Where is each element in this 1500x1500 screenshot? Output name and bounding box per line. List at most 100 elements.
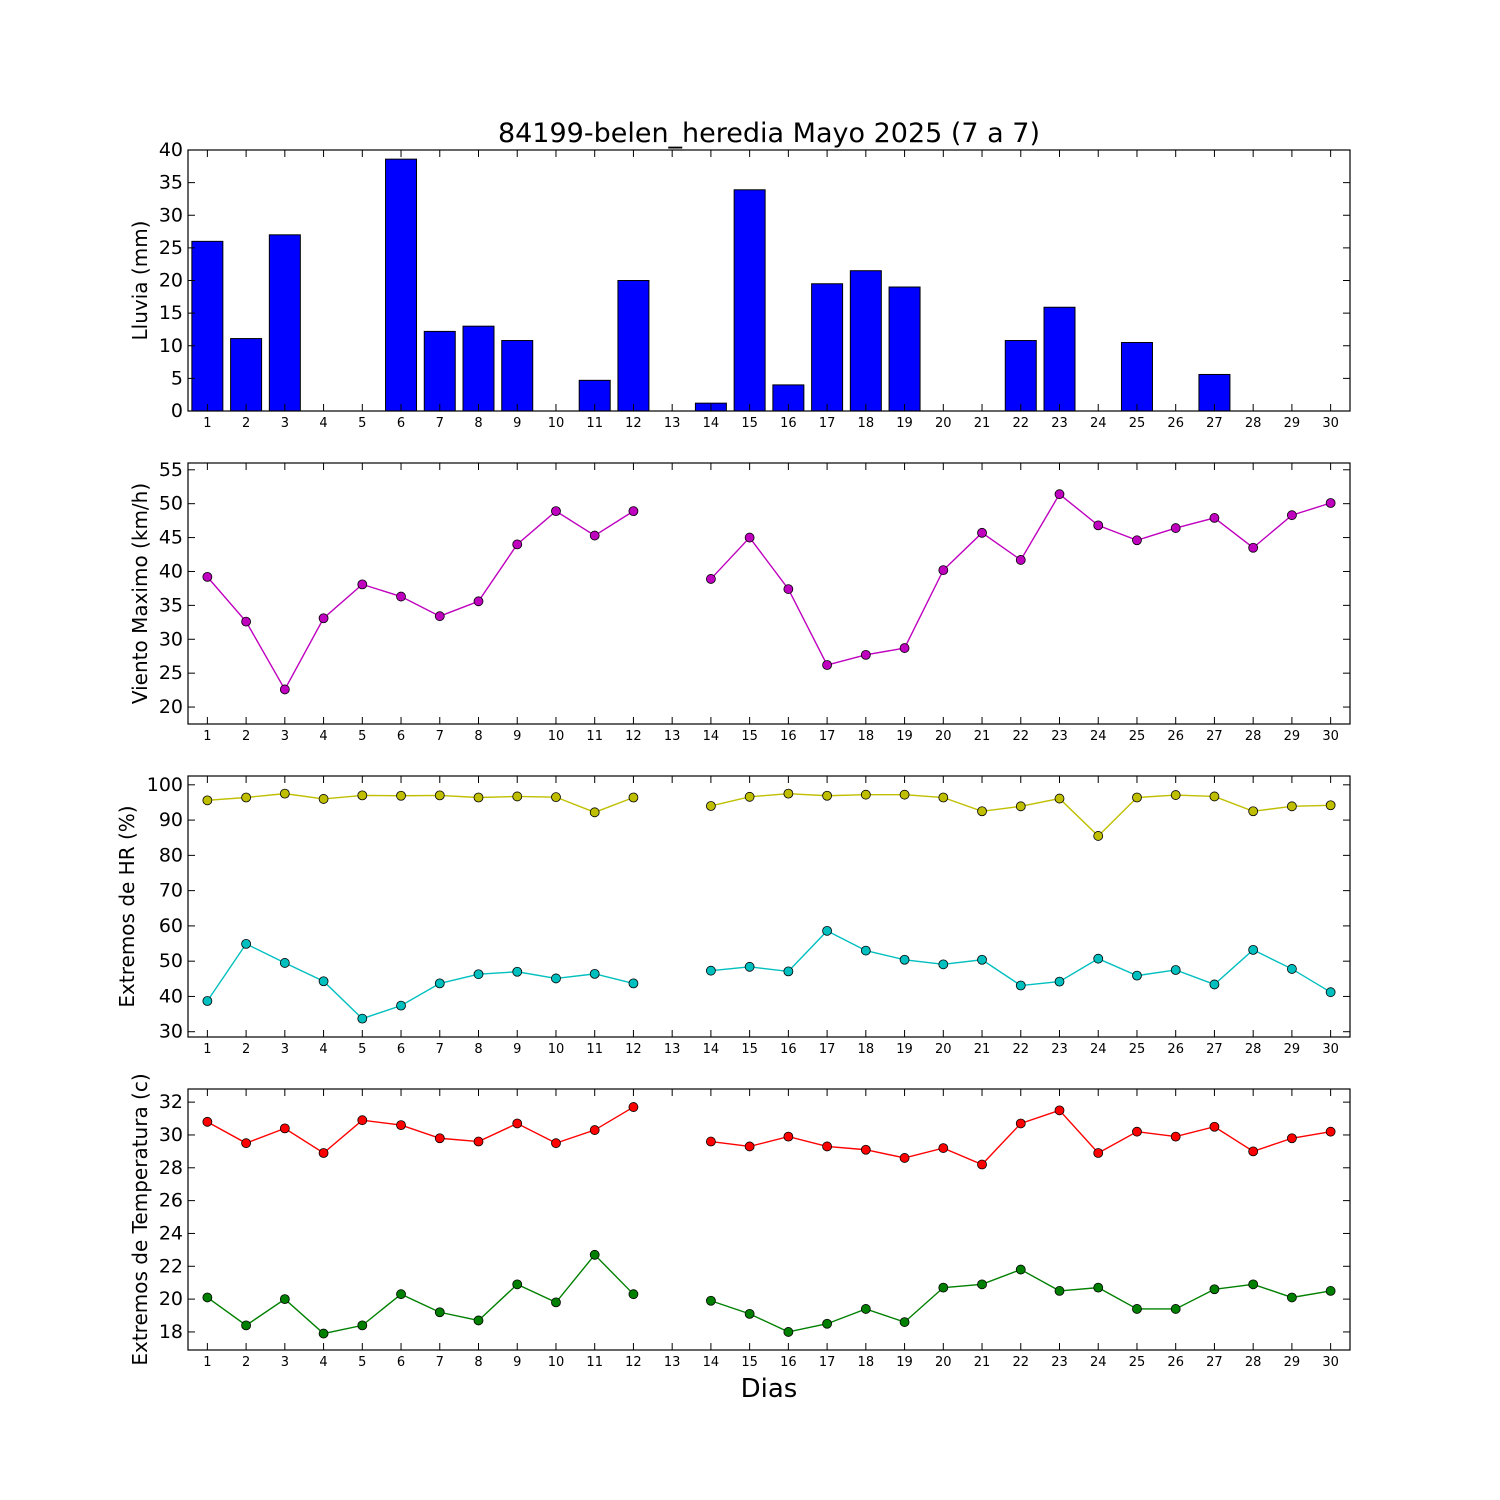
point-temperatura-series-1-day-3 (279, 1294, 290, 1305)
x-tick-label-temperatura-20: 20 (935, 1355, 952, 1370)
x-tick-label-viento-4: 4 (319, 729, 327, 744)
point-temperatura-series-1-day-16 (783, 1327, 794, 1337)
point-viento-series-0-day-9 (512, 539, 523, 550)
x-tick-label-viento-25: 25 (1129, 729, 1146, 744)
x-tick-label-viento-15: 15 (741, 729, 758, 744)
y-tick-label-lluvia-5: 5 (171, 367, 183, 389)
point-temperatura-series-1-day-29 (1287, 1292, 1297, 1303)
x-tick-label-lluvia-13: 13 (664, 416, 681, 431)
x-tick-label-hr-20: 20 (935, 1042, 952, 1057)
x-tick-label-lluvia-8: 8 (474, 416, 482, 431)
y-tick-label-viento-20: 20 (159, 696, 183, 718)
y-tick-label-hr-30: 30 (159, 1021, 183, 1043)
x-tick-label-hr-29: 29 (1284, 1042, 1301, 1057)
point-temperatura-series-1-day-5 (357, 1320, 368, 1331)
x-tick-label-hr-27: 27 (1206, 1042, 1223, 1057)
panel-lluvia: 1 2 3 4 5 6 7 8 9 10 11 12 13 14 15 16 17 18 19 20 21 22 23 24 2… (128, 139, 1351, 431)
panel-temperatura: 1 2 3 4 5 6 7 8 9 10 11 12 13 14 15 16 17 18 19 20 21 22 23 24 2… (128, 1073, 1351, 1370)
point-temperatura-series-0-day-12 (628, 1102, 639, 1112)
y-tick-label-lluvia-30: 30 (159, 204, 183, 226)
x-tick-label-viento-24: 24 (1090, 729, 1107, 744)
x-tick-label-lluvia-5: 5 (358, 416, 366, 431)
x-tick-label-hr-15: 15 (741, 1042, 758, 1057)
y-tick-label-lluvia-25: 25 (159, 237, 183, 259)
y-tick-label-hr-70: 70 (159, 880, 183, 902)
y-tick-label-lluvia-35: 35 (159, 172, 183, 194)
bar-lluvia-day-25 (1120, 341, 1153, 412)
point-temperatura-series-1-day-10 (551, 1297, 561, 1308)
point-hr-series-1-day-20 (938, 959, 949, 970)
x-tick-label-hr-14: 14 (703, 1042, 720, 1057)
point-viento-series-0-day-14 (706, 574, 716, 584)
point-hr-series-1-day-23 (1054, 976, 1065, 987)
x-tick-label-hr-10: 10 (548, 1042, 565, 1057)
y-tick-label-viento-40: 40 (159, 560, 183, 582)
x-tick-label-lluvia-11: 11 (586, 416, 603, 431)
x-tick-label-temperatura-13: 13 (664, 1355, 681, 1370)
point-temperatura-series-0-day-15 (744, 1141, 755, 1152)
point-temperatura-series-1-day-27 (1209, 1284, 1220, 1295)
x-tick-label-viento-18: 18 (858, 729, 875, 744)
point-temperatura-series-0-day-20 (938, 1143, 949, 1153)
point-hr-series-0-day-19 (899, 789, 910, 800)
x-tick-label-hr-11: 11 (586, 1042, 603, 1057)
point-hr-series-1-day-29 (1287, 964, 1297, 974)
point-hr-series-1-day-25 (1132, 970, 1142, 981)
point-temperatura-series-0-day-29 (1287, 1133, 1297, 1144)
point-viento-series-0-day-23 (1054, 489, 1065, 500)
point-hr-series-1-day-30 (1325, 987, 1336, 998)
bar-lluvia-day-6 (385, 158, 418, 412)
y-tick-label-lluvia-10: 10 (159, 335, 183, 357)
bar-lluvia-day-22 (1004, 340, 1037, 412)
x-tick-label-hr-16: 16 (780, 1042, 797, 1057)
x-tick-label-temperatura-26: 26 (1167, 1355, 1184, 1370)
point-hr-series-0-day-5 (357, 790, 368, 801)
point-temperatura-series-1-day-22 (1015, 1264, 1026, 1275)
point-hr-series-0-day-20 (938, 792, 949, 803)
point-hr-series-0-day-17 (822, 790, 832, 801)
point-temperatura-series-1-day-18 (860, 1304, 871, 1314)
x-tick-label-lluvia-7: 7 (436, 416, 444, 431)
point-hr-series-0-day-10 (551, 792, 561, 803)
x-tick-label-viento-30: 30 (1322, 729, 1339, 744)
point-hr-series-0-day-8 (473, 792, 484, 803)
point-viento-series-0-day-11 (589, 530, 600, 541)
x-tick-label-temperatura-17: 17 (819, 1355, 836, 1370)
point-hr-series-1-day-4 (318, 976, 329, 987)
x-tick-label-temperatura-3: 3 (281, 1355, 289, 1370)
y-tick-label-hr-90: 90 (159, 809, 183, 831)
point-hr-series-1-day-19 (899, 954, 910, 965)
point-temperatura-series-0-day-30 (1325, 1126, 1336, 1137)
point-temperatura-series-1-day-17 (822, 1318, 832, 1329)
point-hr-series-1-day-3 (279, 958, 290, 968)
x-axis-label: Dias (741, 1374, 798, 1404)
x-tick-label-hr-23: 23 (1051, 1042, 1068, 1057)
x-tick-label-hr-6: 6 (397, 1042, 405, 1057)
x-tick-label-hr-4: 4 (319, 1042, 327, 1057)
point-viento-series-0-day-29 (1287, 510, 1297, 521)
y-tick-label-viento-30: 30 (159, 628, 183, 650)
point-hr-series-0-day-28 (1248, 806, 1259, 817)
bar-lluvia-day-23 (1043, 306, 1076, 412)
x-tick-label-temperatura-14: 14 (703, 1355, 720, 1370)
x-tick-label-temperatura-16: 16 (780, 1355, 797, 1370)
point-temperatura-series-1-day-4 (318, 1328, 329, 1339)
x-tick-label-temperatura-4: 4 (319, 1355, 327, 1370)
point-temperatura-series-1-day-2 (241, 1320, 252, 1331)
point-hr-series-1-day-1 (202, 996, 213, 1006)
point-hr-series-1-day-17 (822, 925, 832, 936)
x-tick-label-lluvia-29: 29 (1284, 416, 1301, 431)
x-tick-label-temperatura-15: 15 (741, 1355, 758, 1370)
x-tick-label-lluvia-17: 17 (819, 416, 836, 431)
y-tick-label-lluvia-20: 20 (159, 270, 183, 292)
point-viento-series-0-day-28 (1248, 542, 1259, 553)
point-temperatura-series-0-day-24 (1093, 1148, 1104, 1158)
x-tick-label-temperatura-21: 21 (974, 1355, 991, 1370)
plot-frame-temperatura (187, 1088, 1351, 1351)
point-viento-series-0-day-3 (279, 684, 290, 695)
x-tick-label-lluvia-30: 30 (1322, 416, 1339, 431)
point-temperatura-series-0-day-18 (860, 1144, 871, 1155)
x-tick-label-temperatura-10: 10 (548, 1355, 565, 1370)
point-temperatura-series-0-day-21 (977, 1159, 987, 1170)
chart-title: 84199-belen_heredia Mayo 2025 (7 a 7) (498, 118, 1040, 149)
